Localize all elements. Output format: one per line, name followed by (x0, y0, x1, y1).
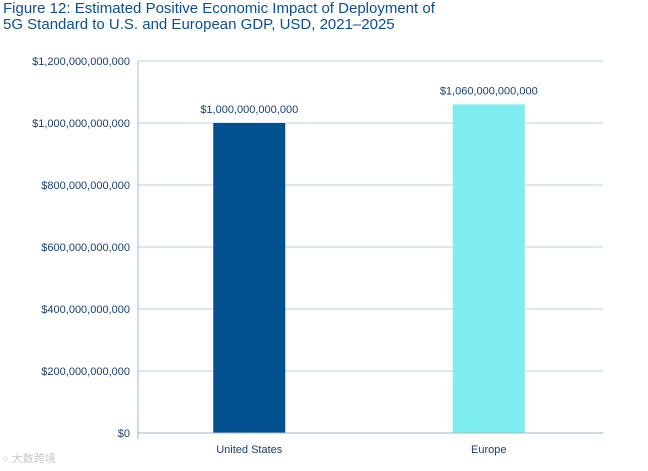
y-tick-label: $1,000,000,000,000 (32, 118, 130, 130)
x-category-label: Europe (471, 444, 506, 456)
data-label: $1,060,000,000,000 (440, 85, 538, 97)
bar-united-states (213, 123, 286, 433)
x-axis-category-labels: United States Europe (216, 444, 506, 456)
y-tick-label: $600,000,000,000 (41, 242, 130, 254)
x-category-label: United States (216, 444, 283, 456)
chart-title-line-2: 5G Standard to U.S. and European GDP, US… (3, 16, 395, 33)
y-tick-label: $200,000,000,000 (41, 366, 130, 378)
data-label: $1,000,000,000,000 (200, 104, 298, 116)
chart-title: Figure 12: Estimated Positive Economic I… (3, 1, 603, 33)
bars (213, 104, 525, 434)
watermark-logo: ○ 大数跨境 (2, 450, 56, 466)
y-tick-label: $800,000,000,000 (41, 180, 130, 192)
data-labels: $1,000,000,000,000 $1,060,000,000,000 (200, 85, 537, 116)
bar-europe (452, 104, 525, 434)
watermark-icon: ○ (2, 453, 9, 465)
y-tick-label: $0 (118, 428, 130, 440)
y-tick-label: $400,000,000,000 (41, 304, 130, 316)
watermark-text: 大数跨境 (11, 453, 56, 465)
y-tick-label: $1,200,000,000,000 (32, 56, 130, 68)
y-axis-tick-labels: $0 $200,000,000,000 $400,000,000,000 $600,0… (32, 56, 130, 440)
chart-title-line-1: Figure 12: Estimated Positive Economic I… (3, 0, 435, 17)
